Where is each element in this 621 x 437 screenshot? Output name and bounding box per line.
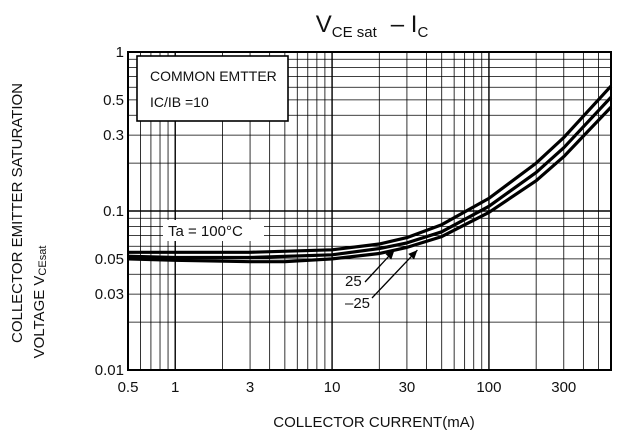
- curves: [127, 85, 613, 264]
- y-tick-label: 0.01: [95, 362, 124, 379]
- series-line-2: [127, 105, 613, 264]
- title-v-sub: CE sat: [332, 24, 378, 41]
- annotations: Ta = 100°C 25 –25: [163, 220, 418, 312]
- title-dash-ic: – I: [391, 11, 418, 38]
- annotation-25: 25: [345, 273, 362, 290]
- x-tick-label: 3: [246, 379, 254, 396]
- x-axis-label: COLLECTOR CURRENT(mA): [273, 414, 474, 431]
- annotation-ta-100: Ta = 100°C: [168, 223, 243, 240]
- y-tick-label: 0.05: [95, 251, 124, 268]
- plot-frame: [127, 51, 612, 371]
- condition-box: COMMON EMTTER IC/IB =10: [136, 55, 289, 122]
- y-tick-label: 0.3: [103, 127, 124, 144]
- y-axis-label-line-1: COLLECTOR EMITTER SATURATION: [9, 83, 26, 343]
- y-tick-label: 0.5: [103, 92, 124, 109]
- x-tick-label: 1: [171, 379, 179, 396]
- annotation-minus-25: –25: [345, 295, 370, 312]
- annotation-100-background: [163, 220, 264, 241]
- condition-line-1: COMMON EMTTER: [150, 68, 277, 84]
- y-tick-label: 0.1: [103, 203, 124, 220]
- tick-labels: 0.5 1 3 10 30 100 300 0.01 0.03 0.05 0.1 0.3 0.5 1: [95, 44, 576, 396]
- series-line-1: [127, 96, 613, 260]
- x-tick-label: 300: [551, 379, 576, 396]
- annotation-arrow-minus-25: [371, 249, 418, 299]
- x-tick-label: 100: [476, 379, 501, 396]
- annotation-arrowhead-25: [385, 250, 395, 260]
- title-ic-sub: C: [417, 24, 428, 41]
- condition-box-frame: [136, 55, 289, 122]
- y-tick-label: 1: [116, 44, 124, 61]
- chart-title: VCE sat – IC: [316, 11, 429, 41]
- x-tick-label: 30: [399, 379, 416, 396]
- title-v: V: [316, 11, 332, 38]
- series-line-0: [128, 85, 613, 254]
- x-tick-label: 10: [324, 379, 341, 396]
- y-axis-label-line-2-text: VOLTAGE V: [31, 276, 48, 359]
- annotation-arrowhead-minus-25: [408, 250, 418, 260]
- y-tick-label: 0.03: [95, 286, 124, 303]
- y-axis-label-line-2: VOLTAGE VCEsat: [31, 246, 49, 359]
- condition-line-2: IC/IB =10: [150, 94, 209, 110]
- y-axis-label-line-2-sub: CEsat: [37, 246, 49, 276]
- x-tick-label: 0.5: [118, 379, 139, 396]
